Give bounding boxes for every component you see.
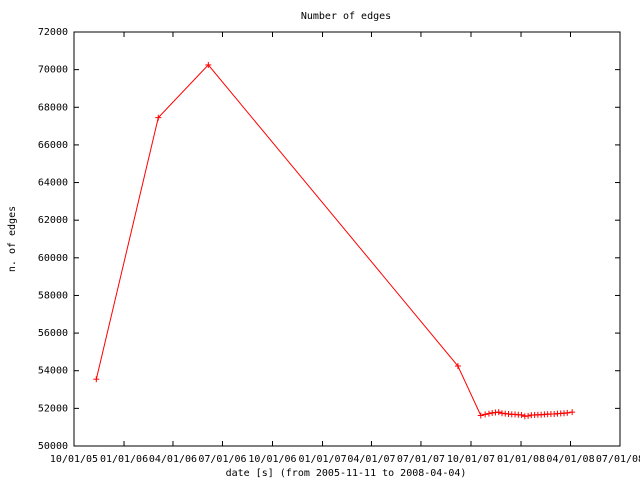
data-point bbox=[518, 411, 525, 418]
y-tick-label: 68000 bbox=[38, 102, 68, 113]
edges-series-points bbox=[93, 61, 576, 420]
x-axis-ticks: 10/01/05 01/01/06 04/01/06 07/01/06 10/01/06… bbox=[50, 32, 640, 465]
y-tick-label: 64000 bbox=[38, 178, 68, 189]
y-tick-label: 62000 bbox=[38, 215, 68, 226]
x-tick-label: 07/01/06 bbox=[198, 454, 246, 465]
x-tick-label: 10/01/06 bbox=[248, 454, 296, 465]
y-axis-ticks: 50000 52000 54000 56000 58000 60000 62000 64000… bbox=[38, 27, 620, 452]
data-point bbox=[525, 412, 532, 419]
data-point bbox=[495, 409, 502, 416]
data-point bbox=[477, 412, 484, 419]
x-tick-label: 10/01/05 bbox=[50, 454, 98, 465]
y-tick-label: 54000 bbox=[38, 366, 68, 377]
x-tick-label: 04/01/08 bbox=[546, 454, 594, 465]
data-point bbox=[569, 409, 576, 416]
y-tick-label: 52000 bbox=[38, 403, 68, 414]
y-tick-label: 58000 bbox=[38, 290, 68, 301]
data-point bbox=[454, 363, 461, 370]
x-tick-label: 04/01/07 bbox=[347, 454, 395, 465]
x-tick-label: 01/01/08 bbox=[497, 454, 545, 465]
x-tick-label: 04/01/06 bbox=[149, 454, 197, 465]
y-tick-label: 66000 bbox=[38, 140, 68, 151]
y-tick-label: 70000 bbox=[38, 65, 68, 76]
x-tick-label: 01/01/06 bbox=[100, 454, 148, 465]
data-point bbox=[155, 114, 162, 121]
data-point bbox=[485, 410, 492, 417]
data-point bbox=[564, 409, 571, 416]
edges-series-line bbox=[95, 64, 573, 417]
x-tick-label: 10/01/07 bbox=[447, 454, 495, 465]
y-tick-label: 50000 bbox=[38, 441, 68, 452]
data-point bbox=[205, 61, 212, 68]
x-tick-label: 07/01/08 bbox=[596, 454, 640, 465]
y-tick-label: 60000 bbox=[38, 253, 68, 264]
data-point bbox=[93, 376, 100, 383]
y-tick-label: 56000 bbox=[38, 328, 68, 339]
chart-title: Number of edges bbox=[301, 11, 391, 22]
y-axis-label: n. of edges bbox=[7, 206, 18, 272]
x-axis-label: date [s] (from 2005-11-11 to 2008-04-04) bbox=[226, 468, 467, 479]
plot-frame bbox=[73, 31, 621, 447]
y-tick-label: 72000 bbox=[38, 27, 68, 38]
x-tick-label: 01/01/07 bbox=[298, 454, 346, 465]
x-tick-label: 07/01/07 bbox=[397, 454, 445, 465]
data-point bbox=[482, 411, 489, 418]
